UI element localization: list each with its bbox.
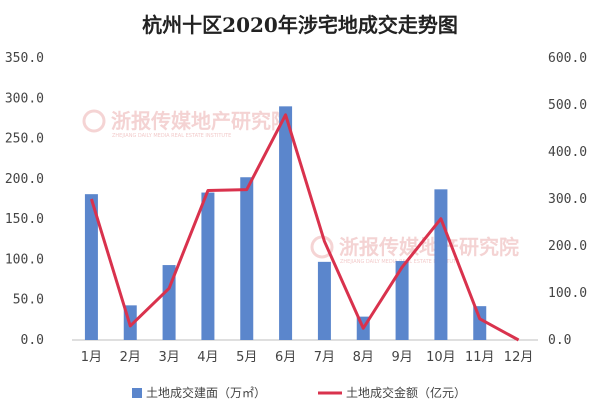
watermark-text: 浙报传媒地产研究院 [111,109,291,133]
left-tick-label: 300.0 [5,91,44,106]
category-label: 5月 [236,350,257,365]
bar [84,194,98,340]
category-label: 11月 [465,350,495,365]
left-tick-label: 200.0 [5,172,44,187]
right-tick-label: 500.0 [548,98,587,113]
legend-line-label: 土地成交金额（亿元） [346,385,466,400]
category-label: 4月 [197,350,218,365]
category-label: 6月 [275,350,296,365]
watermark-1: 浙报传媒地产研究院 ZHEJIANG DAILY MEDIA REAL ESTA… [82,109,291,139]
right-tick-label: 200.0 [548,239,587,254]
bar [473,306,487,340]
right-tick-label: 0.0 [548,333,571,348]
right-axis: 0.0 100.0 200.0 300.0 400.0 500.0 600.0 [548,51,587,348]
watermark-logo-icon [82,109,106,133]
bar [434,189,448,340]
legend-bar-swatch [132,388,142,398]
left-axis: 0.0 50.0 100.0 150.0 200.0 250.0 300.0 350.0 [5,51,44,348]
bar [395,261,409,340]
left-tick-label: 150.0 [5,212,44,227]
legend: 土地成交建面（万㎡） 土地成交金额（亿元） [132,385,466,400]
category-label: 7月 [314,350,335,365]
right-tick-label: 300.0 [548,192,587,207]
category-label: 12月 [504,350,534,365]
right-tick-label: 600.0 [548,51,587,66]
chart-title: 杭州十区2020年涉宅地成交走势图 [142,13,458,37]
category-label: 8月 [353,350,374,365]
bar [240,177,254,340]
left-tick-label: 100.0 [5,252,44,267]
left-tick-label: 350.0 [5,51,44,66]
line-series [89,113,520,342]
category-label: 3月 [158,350,179,365]
watermark-subtext: ZHEJIANG DAILY MEDIA REAL ESTATE INSTITU… [112,133,231,139]
bar [279,106,293,340]
bar [317,261,331,340]
bar-series [84,106,487,340]
watermark-group: 浙报传媒地产研究院 ZHEJIANG DAILY MEDIA REAL ESTA… [82,109,519,265]
watermark-text: 浙报传媒地产研究院 [339,235,519,259]
category-labels: 1月 2月 3月 4月 5月 6月 7月 8月 9月 10月 11月 12月 [81,350,534,365]
bar [201,192,215,340]
left-tick-label: 250.0 [5,132,44,147]
category-label: 10月 [426,350,456,365]
category-label: 2月 [120,350,141,365]
right-tick-label: 400.0 [548,145,587,160]
category-label: 1月 [81,350,102,365]
legend-bar-label: 土地成交建面（万㎡） [146,385,266,400]
category-label: 9月 [391,350,412,365]
left-tick-label: 0.0 [21,333,44,348]
right-tick-label: 100.0 [548,286,587,301]
left-tick-label: 50.0 [13,293,44,308]
